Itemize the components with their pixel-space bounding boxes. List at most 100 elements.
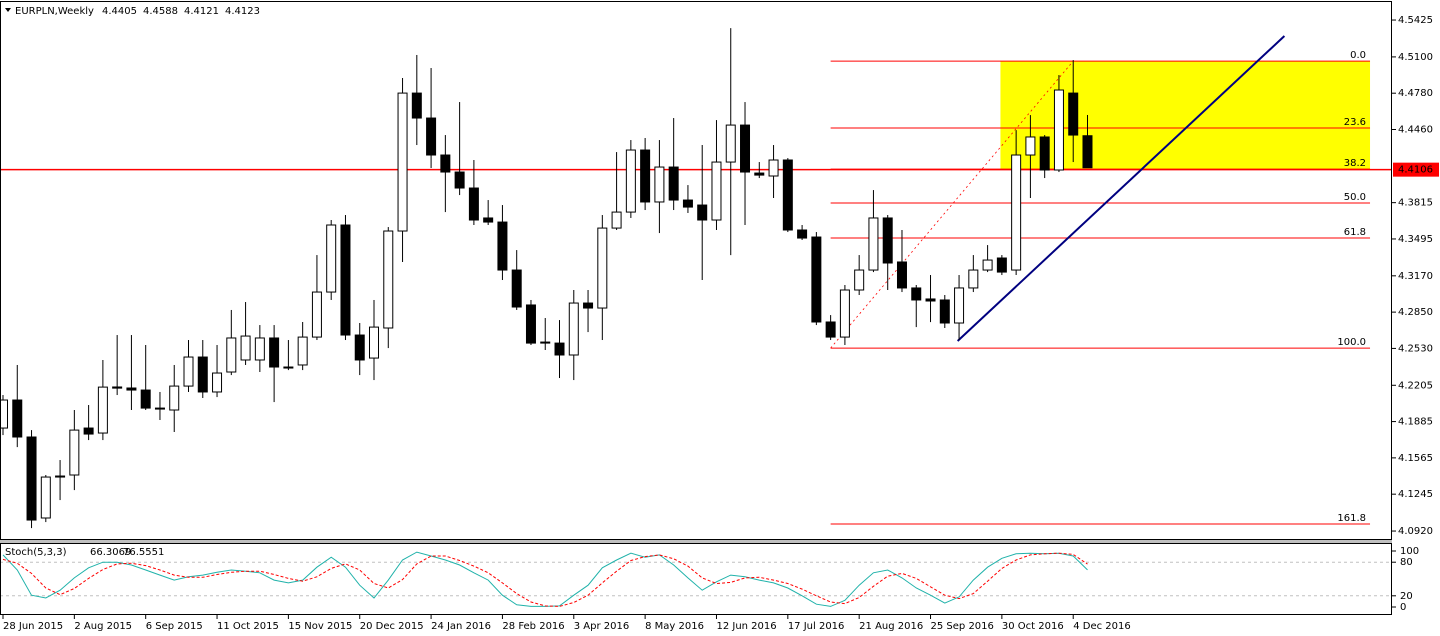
open-value: 4.4405 <box>102 6 137 17</box>
candle-body <box>654 166 665 203</box>
y-tick-label: 80 <box>1400 557 1413 568</box>
candle-body <box>483 217 494 223</box>
y-tick-label: 0 <box>1400 602 1406 613</box>
x-tick-label: 20 Dec 2015 <box>360 621 424 632</box>
y-tick-label: 4.4780 <box>1398 88 1433 99</box>
candle-body <box>183 356 194 387</box>
fib-level-label: 161.8 <box>1337 513 1366 524</box>
candle-body <box>525 304 536 344</box>
fib-level-label: 23.6 <box>1344 117 1366 128</box>
y-tick-label: 4.2205 <box>1398 380 1433 391</box>
candle-body <box>1068 92 1079 136</box>
y-tick-label: 4.2850 <box>1398 307 1433 318</box>
y-tick-label: 4.3495 <box>1398 234 1433 245</box>
candle-body <box>540 341 551 344</box>
candle-body <box>112 386 123 389</box>
fib-level-label: 38.2 <box>1344 158 1366 169</box>
stoch-main-value: 66.3069 <box>90 547 131 558</box>
candle-body <box>140 389 151 409</box>
y-tick-label: 4.3815 <box>1398 198 1433 209</box>
candle-body <box>1011 154 1022 271</box>
candle-body <box>725 124 736 163</box>
candle-body <box>554 342 565 356</box>
candle-body <box>682 199 693 208</box>
candle-body <box>354 334 365 361</box>
y-tick-label: 4.0920 <box>1398 526 1433 537</box>
candle-body <box>169 385 180 411</box>
menu-triangle <box>5 8 11 12</box>
stoch-signal-value: 76.5551 <box>123 547 164 558</box>
x-tick-label: 12 Jun 2016 <box>716 621 776 632</box>
candle-body <box>26 436 37 521</box>
candle-body <box>711 161 722 221</box>
candle-body <box>625 149 636 213</box>
candle-body <box>83 427 94 435</box>
candle-body <box>397 92 408 232</box>
x-tick-label: 11 Oct 2015 <box>217 621 279 632</box>
candle-body <box>583 302 594 309</box>
candle-body <box>740 124 751 173</box>
x-tick-label: 3 Apr 2016 <box>574 621 629 632</box>
high-value: 4.4588 <box>143 6 178 17</box>
candle-body <box>882 217 893 264</box>
price-label-bg <box>1393 162 1439 177</box>
x-tick-label: 4 Dec 2016 <box>1073 621 1131 632</box>
stoch-frame <box>0 543 1392 615</box>
candle-body <box>126 387 137 391</box>
y-tick-label: 4.2530 <box>1398 343 1433 354</box>
candle-body <box>1082 135 1093 169</box>
close-value: 4.4123 <box>225 6 260 17</box>
chart-title: EURPLN,Weekly <box>15 6 94 17</box>
candle-body <box>254 337 265 361</box>
candle-body <box>925 298 936 302</box>
candle-body <box>269 337 280 368</box>
candle-body <box>911 287 922 301</box>
candle-body <box>754 172 765 176</box>
trendline <box>956 35 1286 342</box>
candle-body <box>226 337 237 373</box>
candle-body <box>383 230 394 329</box>
x-tick-label: 8 May 2016 <box>645 621 704 632</box>
candle-body <box>996 257 1007 273</box>
x-tick-label: 2 Aug 2015 <box>74 621 132 632</box>
candle-body <box>426 117 437 156</box>
x-tick-label: 28 Feb 2016 <box>502 621 564 632</box>
candle-body <box>468 187 479 221</box>
candle-body <box>954 287 965 324</box>
candle-body <box>868 217 879 271</box>
fib-level-label: 61.8 <box>1344 227 1366 238</box>
candle-body <box>369 326 380 359</box>
candle-body <box>0 399 8 429</box>
y-tick-label: 4.3170 <box>1398 271 1433 282</box>
candle-body <box>497 221 508 271</box>
stoch-title: Stoch(5,3,3) <box>5 547 67 558</box>
price-label: 4.4106 <box>1398 165 1433 176</box>
x-tick-label: 28 Jun 2015 <box>3 621 63 632</box>
y-tick-label: 4.5425 <box>1398 15 1433 26</box>
candle-body <box>1053 89 1064 171</box>
candle-body <box>311 291 322 338</box>
candle-body <box>297 336 308 366</box>
x-tick-label: 6 Sep 2015 <box>146 621 203 632</box>
panel-separator <box>0 540 1392 543</box>
plot-layer: 4.4106 0.0 23.6 38.2 50.0 61.8 100.0 161.8 4.542… <box>0 15 1439 632</box>
x-tick-label: 17 Jul 2016 <box>788 621 845 632</box>
candle-body <box>968 269 979 289</box>
candle-body <box>854 269 865 291</box>
x-tick-label: 25 Sep 2016 <box>931 621 994 632</box>
candle-body <box>982 259 993 271</box>
candle-body <box>811 236 822 323</box>
candle-body <box>568 302 579 356</box>
x-tick-label: 30 Oct 2016 <box>1002 621 1064 632</box>
candle-body <box>697 204 708 221</box>
candle-body <box>1025 136 1036 156</box>
candle-body <box>839 289 850 338</box>
x-tick-label: 15 Nov 2015 <box>288 621 352 632</box>
candle-body <box>939 299 950 324</box>
candle-body <box>454 171 465 189</box>
candle-body <box>240 335 251 361</box>
y-tick-label: 4.1245 <box>1398 489 1433 500</box>
fib-level-label: 0.0 <box>1350 50 1366 61</box>
candle-body <box>340 224 351 336</box>
candle-body <box>69 429 80 476</box>
